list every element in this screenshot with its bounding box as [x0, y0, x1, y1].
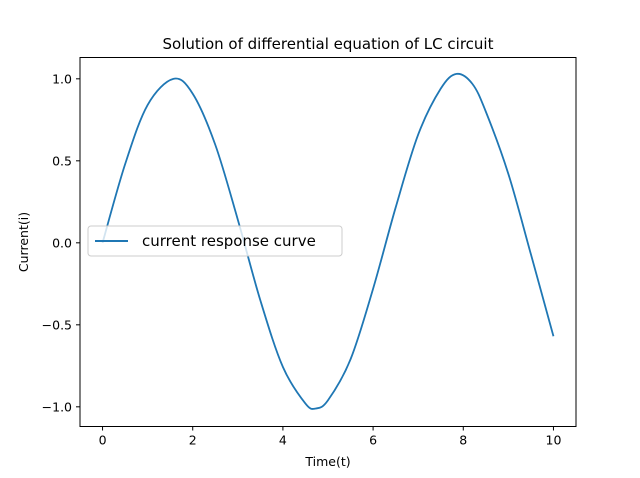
x-tick-label: 4	[279, 433, 287, 448]
legend-box	[87, 225, 343, 257]
x-axis-label: Time(t)	[304, 454, 350, 469]
x-tick-label: 2	[189, 433, 197, 448]
y-axis-ticks: −1.0 −0.5 0.0 0.5 1.0	[42, 71, 80, 414]
y-tick-label: 0.5	[52, 153, 72, 168]
y-tick-label: −1.0	[42, 399, 72, 414]
legend: current response curve	[87, 225, 343, 257]
y-tick-label: 0.0	[52, 235, 72, 250]
x-tick-label: 0	[99, 433, 107, 448]
y-tick-label: −0.5	[42, 317, 72, 332]
legend-label: current response curve	[142, 232, 316, 250]
x-tick-label: 10	[546, 433, 562, 448]
y-axis-label: Current(i)	[16, 212, 31, 272]
x-tick-label: 6	[369, 433, 377, 448]
y-tick-label: 1.0	[52, 71, 72, 86]
series-layer	[101, 72, 555, 410]
series-line-0	[101, 72, 555, 410]
x-axis-ticks: 0 2 4 6 8 10	[99, 426, 562, 448]
chart-title: Solution of differential equation of LC …	[163, 35, 494, 53]
x-tick-label: 8	[459, 433, 467, 448]
